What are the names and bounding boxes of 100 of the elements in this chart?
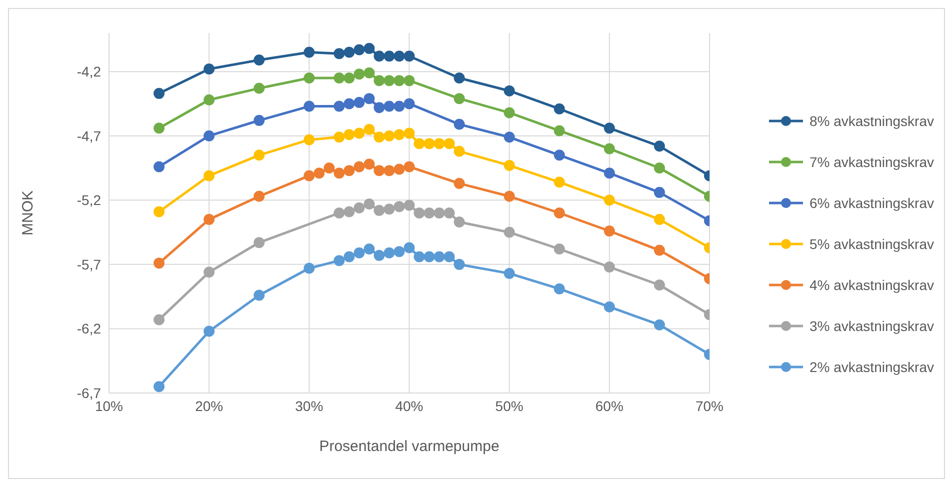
- point: [154, 122, 165, 134]
- point: [554, 244, 565, 254]
- x-tick-label: 20%: [195, 398, 224, 414]
- point: [404, 200, 415, 211]
- x-tick-label: 60%: [595, 398, 624, 414]
- point: [384, 50, 395, 62]
- point: [204, 170, 215, 182]
- point: [424, 138, 435, 150]
- point: [384, 165, 395, 176]
- point: [254, 190, 265, 202]
- point: [254, 54, 265, 66]
- point: [334, 72, 345, 84]
- point: [504, 190, 515, 202]
- point: [354, 202, 365, 214]
- point: [304, 262, 315, 274]
- point: [154, 161, 165, 172]
- point: [364, 158, 375, 170]
- legend-label: 5% avkastningskrav: [809, 234, 934, 254]
- y-tick-label: -4,7: [76, 128, 102, 144]
- point: [604, 143, 615, 154]
- point: [154, 88, 165, 99]
- point: [324, 162, 335, 174]
- point: [654, 186, 665, 198]
- point: [654, 319, 665, 330]
- point: [254, 114, 265, 126]
- point: [334, 48, 345, 60]
- point: [404, 75, 415, 86]
- point: [204, 94, 215, 106]
- point: [504, 268, 515, 279]
- y-tick-label: -4,2: [76, 64, 102, 80]
- point: [384, 204, 395, 215]
- legend-label: 8% avkastningskrav: [809, 112, 934, 131]
- x-tick-label: 40%: [395, 398, 424, 414]
- point: [554, 176, 565, 188]
- point: [404, 242, 415, 254]
- point: [604, 226, 615, 236]
- x-tick-label: 70%: [695, 398, 724, 414]
- point: [154, 206, 165, 218]
- point: [434, 138, 445, 150]
- point: [454, 118, 465, 130]
- point: [364, 67, 375, 78]
- point: [424, 208, 435, 218]
- point: [434, 208, 445, 218]
- point: [384, 247, 395, 258]
- point: [354, 68, 365, 80]
- point: [384, 75, 395, 86]
- point: [554, 208, 565, 218]
- point: [254, 290, 265, 301]
- point: [334, 132, 345, 143]
- legend-label: 6% avkastningskrav: [809, 194, 934, 213]
- y-tick-label: -5,7: [76, 256, 102, 272]
- point: [364, 93, 375, 104]
- point: [254, 237, 265, 248]
- point: [344, 98, 355, 110]
- point: [204, 266, 215, 278]
- point: [374, 102, 385, 114]
- point: [404, 50, 415, 62]
- point: [554, 125, 565, 136]
- point: [394, 75, 405, 86]
- point: [374, 165, 385, 176]
- legend-label: 4% avkastningskrav: [809, 276, 934, 295]
- point: [344, 72, 355, 84]
- y-tick-label: -6,2: [76, 320, 102, 337]
- point: [304, 72, 315, 84]
- point: [394, 164, 405, 175]
- point: [304, 100, 315, 112]
- point: [344, 46, 355, 58]
- point: [404, 128, 415, 139]
- point: [604, 262, 615, 272]
- point: [364, 124, 375, 135]
- point: [334, 100, 345, 112]
- point: [374, 50, 385, 62]
- point: [394, 100, 405, 112]
- point: [354, 161, 365, 172]
- point: [364, 42, 375, 54]
- point: [154, 314, 165, 326]
- point: [394, 246, 405, 258]
- point: [374, 250, 385, 261]
- point: [404, 161, 415, 172]
- point: [434, 251, 445, 262]
- point: [374, 204, 385, 216]
- point: [604, 168, 615, 179]
- point: [304, 134, 315, 146]
- point: [334, 255, 345, 266]
- point: [354, 96, 365, 108]
- point: [504, 160, 515, 171]
- point: [384, 100, 395, 112]
- point: [454, 72, 465, 84]
- point: [344, 129, 355, 140]
- point: [344, 206, 355, 218]
- point: [414, 138, 425, 150]
- point: [394, 50, 405, 62]
- point: [414, 208, 425, 218]
- point: [504, 107, 515, 118]
- point: [204, 64, 215, 74]
- point: [374, 132, 385, 143]
- point: [354, 128, 365, 139]
- point: [604, 301, 615, 312]
- point: [394, 201, 405, 212]
- point: [424, 251, 435, 262]
